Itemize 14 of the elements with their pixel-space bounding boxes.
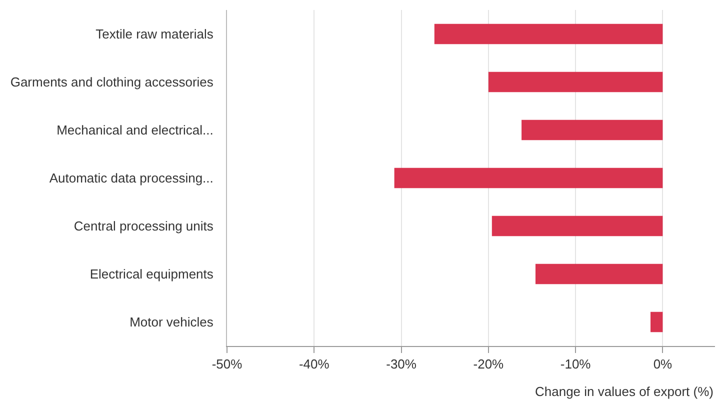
x-tick-label: -10% <box>560 356 592 372</box>
y-tick-label: Textile raw materials <box>96 26 214 42</box>
x-tick-label: -30% <box>386 356 417 372</box>
x-axis-title: Change in values of export (%) <box>535 384 714 399</box>
y-tick-label: Mechanical and electrical... <box>56 122 214 138</box>
x-tick-label: -50% <box>212 356 243 372</box>
y-tick-label: Garments and clothing accessories <box>10 74 214 90</box>
x-tick-label: -40% <box>298 356 330 372</box>
x-tick-label: -20% <box>473 356 504 372</box>
y-tick-label: Central processing units <box>74 218 214 234</box>
y-tick-label: Automatic data processing... <box>49 170 214 186</box>
y-tick-label: Electrical equipments <box>90 266 214 282</box>
x-tick-label: 0% <box>653 356 673 372</box>
y-tick-label: Motor vehicles <box>130 314 214 330</box>
